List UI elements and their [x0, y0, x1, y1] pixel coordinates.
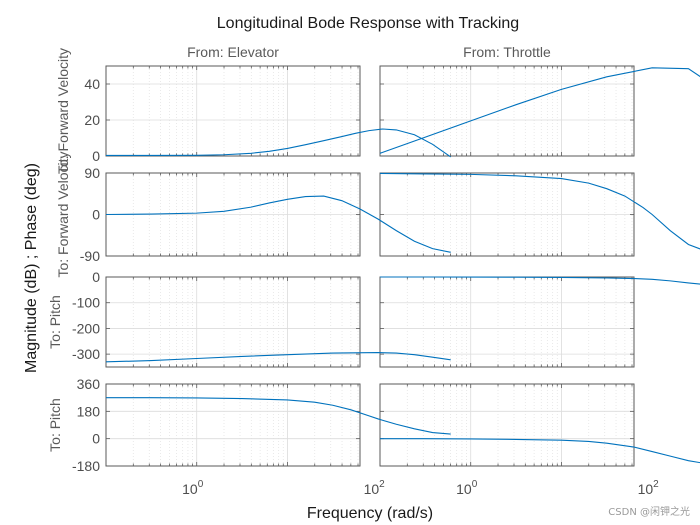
y-tick-label: 20	[84, 112, 100, 128]
x-axis-label: Frequency (rad/s)	[307, 505, 433, 522]
x-tick-label: 102	[638, 479, 660, 497]
row-label-1: To: Forward Velocity	[55, 151, 71, 277]
chart-title: Longitudinal Bode Response with Tracking	[217, 15, 519, 32]
y-tick-label: -200	[72, 320, 100, 336]
series-line-2	[105, 195, 451, 253]
axes-frame-r3-c0	[105, 383, 361, 467]
series-line-0	[106, 128, 452, 158]
y-tick-label: -180	[72, 458, 100, 474]
series-line-1	[379, 67, 700, 154]
x-tick-label: 102	[364, 479, 386, 497]
axes-frame-r2-c0	[105, 276, 361, 368]
series-line-6	[106, 397, 451, 435]
column-title-1: From: Throttle	[463, 44, 551, 60]
y-tick-label: 90	[84, 165, 100, 181]
y-tick-label: 360	[77, 376, 101, 392]
row-label-0: To: Forward Velocity	[55, 48, 71, 174]
y-tick-label: -300	[72, 346, 100, 362]
y-tick-label: -90	[80, 248, 100, 264]
x-tick-label: 100	[456, 479, 478, 497]
watermark: CSDN @闲钾之光	[608, 505, 690, 518]
series-line-4	[105, 352, 451, 363]
series-line-7	[380, 438, 700, 464]
series-line-5	[380, 276, 700, 285]
series-line-3	[379, 172, 700, 250]
y-tick-label: 0	[92, 148, 100, 164]
y-axis-label: Magnitude (dB) ; Phase (deg)	[23, 163, 40, 373]
column-title-0: From: Elevator	[187, 44, 279, 60]
axes-frame-r2-c1	[379, 276, 635, 368]
y-tick-label: 180	[77, 403, 101, 419]
y-tick-label: 0	[92, 431, 100, 447]
row-label-2: To: Pitch	[47, 295, 63, 349]
axes-frame-r0-c0	[105, 65, 361, 157]
y-tick-label: 0	[92, 207, 100, 223]
row-label-3: To: Pitch	[47, 398, 63, 452]
subplot-grid: From: Elevator From: Throttle To: Forward …	[47, 44, 700, 497]
y-tick-label: -100	[72, 295, 100, 311]
axes-frame-r3-c1	[379, 383, 635, 467]
axes-frame-r0-c1	[379, 65, 635, 157]
x-tick-label: 100	[182, 479, 204, 497]
y-tick-label: 40	[84, 76, 100, 92]
y-tick-label: 0	[92, 269, 100, 285]
